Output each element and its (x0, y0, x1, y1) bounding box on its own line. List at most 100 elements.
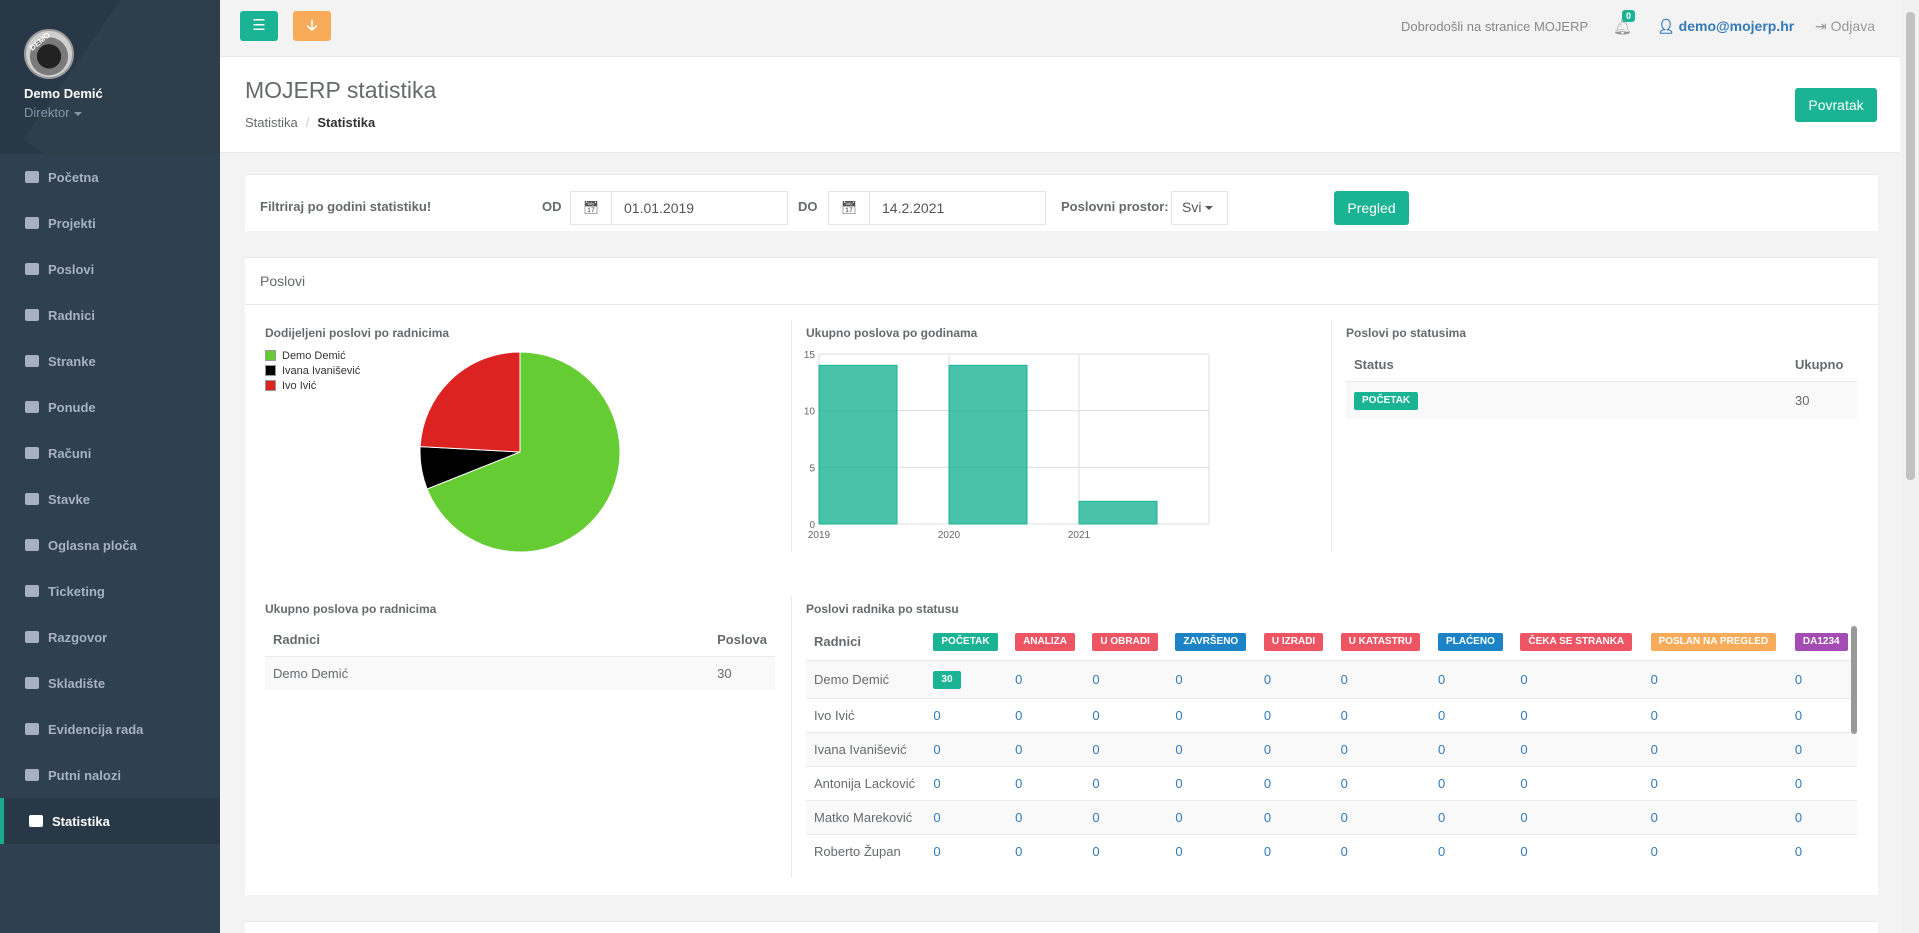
count-link[interactable]: 0 (1340, 742, 1348, 757)
count-link[interactable]: 0 (1794, 810, 1803, 825)
count-link[interactable]: 0 (1650, 672, 1658, 687)
count-link[interactable]: 0 (1175, 672, 1183, 687)
to-date-input[interactable]: 14.2.2021 (869, 191, 1046, 225)
count-link[interactable]: 0 (1520, 672, 1528, 687)
count-link[interactable]: 0 (1263, 844, 1272, 859)
count-link[interactable]: 0 (933, 742, 941, 757)
sidebar-item-oglasna-plo-a[interactable]: Oglasna ploča (0, 522, 220, 568)
count-link[interactable]: 0 (1015, 844, 1023, 859)
back-button[interactable]: Povratak (1795, 88, 1877, 122)
count-link[interactable]: 0 (1175, 844, 1183, 859)
count-link[interactable]: 0 (1794, 672, 1803, 687)
bar-2020[interactable] (948, 364, 1028, 525)
count-link[interactable]: 0 (1015, 672, 1023, 687)
count-link[interactable]: 0 (1092, 810, 1100, 825)
count-link[interactable]: 0 (1092, 776, 1100, 791)
avatar[interactable]: DEMO (24, 29, 74, 79)
bell-icon[interactable]: 🔔︎ (1613, 19, 1633, 36)
download-button[interactable]: 🡣 (293, 11, 331, 41)
count-link[interactable]: 0 (1437, 776, 1446, 791)
sidebar-item-skladi-te[interactable]: Skladište (0, 660, 220, 706)
calendar-icon[interactable]: 📅︎ (570, 191, 611, 225)
count-link[interactable]: 0 (1263, 742, 1272, 757)
count-link[interactable]: 0 (1263, 672, 1272, 687)
profile-name[interactable]: Demo Demić (24, 86, 103, 101)
sidebar-item-projekti[interactable]: Projekti (0, 200, 220, 246)
from-date-input[interactable]: 01.01.2019 (611, 191, 788, 225)
sidebar-item-putni-nalozi[interactable]: Putni nalozi (0, 752, 220, 798)
count-link[interactable]: 0 (1650, 708, 1658, 723)
count-link[interactable]: 0 (1092, 844, 1100, 859)
worker-link[interactable]: Ivo Ivić (806, 698, 926, 733)
profile-role-dropdown[interactable]: Direktor (24, 105, 220, 120)
count-link[interactable]: 0 (1520, 776, 1528, 791)
worker-link[interactable]: Ivana Ivanišević (806, 732, 926, 767)
sidebar-item-stavke[interactable]: Stavke (0, 476, 220, 522)
count-link[interactable]: 0 (1437, 810, 1446, 825)
count-link[interactable]: 0 (1794, 708, 1803, 723)
worker-link[interactable]: Antonija Lacković (806, 766, 926, 801)
count-link[interactable]: 0 (1092, 742, 1100, 757)
view-button[interactable]: Pregled (1334, 191, 1409, 225)
sidebar-item-ticketing[interactable]: Ticketing (0, 568, 220, 614)
count-link[interactable]: 0 (1650, 742, 1658, 757)
bar-2019[interactable] (818, 364, 898, 525)
count-link[interactable]: 0 (1437, 844, 1446, 859)
user-link[interactable]: 👤︎ demo@mojerp.hr (1657, 18, 1794, 35)
count-link[interactable]: 0 (1263, 810, 1272, 825)
count-link[interactable]: 0 (1015, 708, 1023, 723)
count-link[interactable]: 0 (1175, 776, 1183, 791)
page-scrollbar-thumb[interactable] (1906, 12, 1915, 480)
count-link[interactable]: 0 (1340, 672, 1348, 687)
count-link[interactable]: 0 (1340, 708, 1348, 723)
count-link[interactable]: 0 (1015, 742, 1023, 757)
sidebar-item-ra-uni[interactable]: Računi (0, 430, 220, 476)
count-link[interactable]: 0 (1015, 810, 1023, 825)
count-link[interactable]: 0 (1175, 708, 1183, 723)
count-link[interactable]: 0 (1520, 742, 1528, 757)
count-link[interactable]: 0 (1175, 810, 1183, 825)
sidebar-item-stranke[interactable]: Stranke (0, 338, 220, 384)
count-link[interactable]: 0 (1520, 810, 1528, 825)
worker-link[interactable]: Matko Mareković (806, 800, 926, 835)
count-link[interactable]: 0 (1340, 810, 1348, 825)
worker-link[interactable]: Roberto Župan (806, 834, 926, 868)
count-link[interactable]: 0 (933, 844, 941, 859)
count-link[interactable]: 0 (1437, 672, 1446, 687)
count-link[interactable]: 0 (1175, 742, 1183, 757)
count-link[interactable]: 0 (933, 708, 941, 723)
count-link[interactable]: 0 (1263, 776, 1272, 791)
sidebar-item-razgovor[interactable]: Razgovor (0, 614, 220, 660)
count-link[interactable]: 0 (1437, 708, 1446, 723)
menu-toggle-button[interactable]: ☰ (240, 11, 278, 41)
breadcrumb-item[interactable]: Statistika (245, 115, 298, 130)
count-link[interactable]: 0 (1650, 844, 1658, 859)
count-link[interactable]: 0 (1263, 708, 1272, 723)
pie-slice-demo-demi-[interactable] (426, 351, 621, 553)
sidebar-item-po-etna[interactable]: Početna (0, 154, 220, 200)
count-link[interactable]: 0 (1520, 708, 1528, 723)
count-link[interactable]: 0 (1340, 776, 1348, 791)
count-link[interactable]: 0 (933, 810, 941, 825)
sidebar-item-poslovi[interactable]: Poslovi (0, 246, 220, 292)
sidebar-item-ponude[interactable]: Ponude (0, 384, 220, 430)
sidebar-item-evidencija-rada[interactable]: Evidencija rada (0, 706, 220, 752)
count-link[interactable]: 0 (1794, 776, 1803, 791)
count-link[interactable]: 0 (1650, 776, 1658, 791)
count-link[interactable]: 0 (1092, 708, 1100, 723)
bar-2021[interactable] (1078, 500, 1158, 525)
count-link[interactable]: 0 (1340, 844, 1348, 859)
sidebar-item-statistika[interactable]: Statistika (0, 798, 220, 844)
count-link[interactable]: 0 (933, 776, 941, 791)
count-link[interactable]: 0 (1015, 776, 1023, 791)
count-link[interactable]: 0 (1092, 672, 1100, 687)
count-link[interactable]: 0 (1794, 844, 1803, 859)
count-badge[interactable]: 30 (933, 671, 961, 689)
count-link[interactable]: 0 (1794, 742, 1803, 757)
table-scrollbar[interactable] (1851, 626, 1857, 734)
logout-link[interactable]: ⇥ Odjava (1815, 18, 1875, 35)
count-link[interactable]: 0 (1650, 810, 1658, 825)
count-link[interactable]: 0 (1437, 742, 1446, 757)
calendar-icon[interactable]: 📅︎ (828, 191, 869, 225)
sidebar-item-radnici[interactable]: Radnici (0, 292, 220, 338)
